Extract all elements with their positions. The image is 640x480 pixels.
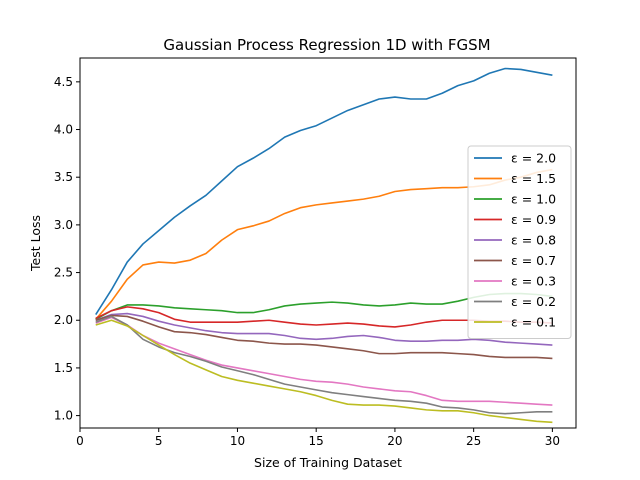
legend-label: ε = 2.0 (511, 151, 556, 166)
series-line-6 (95, 316, 553, 406)
x-axis-label: Size of Training Dataset (254, 455, 402, 470)
plot-lines (95, 67, 553, 424)
legend-label: ε = 1.5 (511, 171, 556, 186)
x-tick-label: 20 (387, 434, 402, 448)
series-line-7 (95, 315, 553, 415)
x-tick-label: 0 (76, 434, 84, 448)
legend-label: ε = 0.2 (511, 294, 556, 309)
x-tick-label: 25 (466, 434, 481, 448)
series-line-4 (95, 312, 553, 346)
y-axis: 1.0 1.5 2.0 2.5 3.0 3.5 4.0 4.5 (54, 75, 80, 423)
series-line-8 (95, 319, 553, 424)
y-tick-label: 3.0 (54, 218, 73, 232)
legend-box (467, 145, 572, 339)
y-tick-label: 2.0 (54, 313, 73, 327)
chart-title: Gaussian Process Regression 1D with FGSM (163, 36, 490, 54)
y-axis-label: Test Loss (28, 215, 43, 272)
y-tick-label: 3.5 (54, 170, 73, 184)
legend: ε = 2.0 ε = 1.5 ε = 1.0 ε = 0.9 ε = 0.8 ε = 0… (467, 145, 572, 339)
y-tick-label: 4.0 (54, 123, 73, 137)
legend-label: ε = 0.1 (511, 315, 556, 330)
x-tick-label: 10 (230, 434, 245, 448)
plot-frame (79, 57, 577, 429)
y-tick-label: 4.5 (54, 75, 73, 89)
x-axis: 0 5 10 15 20 25 30 (76, 428, 560, 448)
y-tick-label: 2.5 (54, 266, 73, 280)
y-tick-label: 1.0 (54, 409, 73, 423)
legend-label: ε = 0.8 (511, 233, 556, 248)
y-tick-label: 1.5 (54, 361, 73, 375)
series-line-0 (95, 67, 553, 315)
series-line-5 (95, 314, 553, 360)
legend-label: ε = 1.0 (511, 192, 556, 207)
legend-label: ε = 0.9 (511, 212, 556, 227)
x-tick-label: 5 (155, 434, 163, 448)
x-tick-label: 30 (545, 434, 560, 448)
legend-label: ε = 0.7 (511, 253, 556, 268)
x-tick-label: 15 (309, 434, 324, 448)
legend-label: ε = 0.3 (511, 274, 556, 289)
